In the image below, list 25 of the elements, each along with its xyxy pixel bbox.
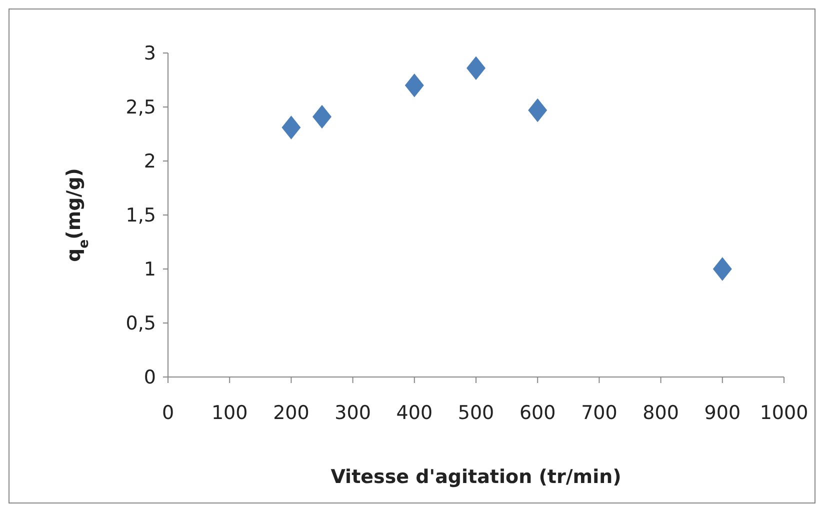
point [712, 257, 732, 281]
x-axis-title: Vitesse d'agitation (tr/min) [330, 466, 622, 488]
x-tick-label: 1000 [760, 402, 808, 424]
point [312, 104, 332, 129]
point [404, 74, 424, 98]
point [466, 56, 486, 80]
point [282, 116, 301, 140]
y-tick-label: 1,5 [126, 204, 156, 227]
y-tick-label: 2,5 [126, 96, 156, 119]
y-tick-label: 0 [144, 366, 156, 389]
x-tick-label: 300 [334, 402, 371, 424]
x-tick-label: 200 [273, 402, 310, 424]
point [528, 98, 548, 122]
x-tick-label: 600 [519, 402, 556, 424]
x-tick-label: 400 [396, 402, 433, 424]
x-tick-label: 800 [642, 402, 679, 424]
x-tick-label: 100 [211, 402, 248, 424]
x-tick-label: 700 [581, 402, 618, 424]
x-tick-label: 0 [162, 402, 174, 424]
y-tick-label: 0,5 [126, 312, 156, 335]
x-tick-label: 500 [458, 402, 494, 424]
y-tick-label: 2 [144, 150, 156, 173]
y-tick-label: 3 [144, 42, 156, 65]
x-tick-label: 900 [704, 402, 741, 424]
y-tick-label: 1 [144, 258, 156, 281]
